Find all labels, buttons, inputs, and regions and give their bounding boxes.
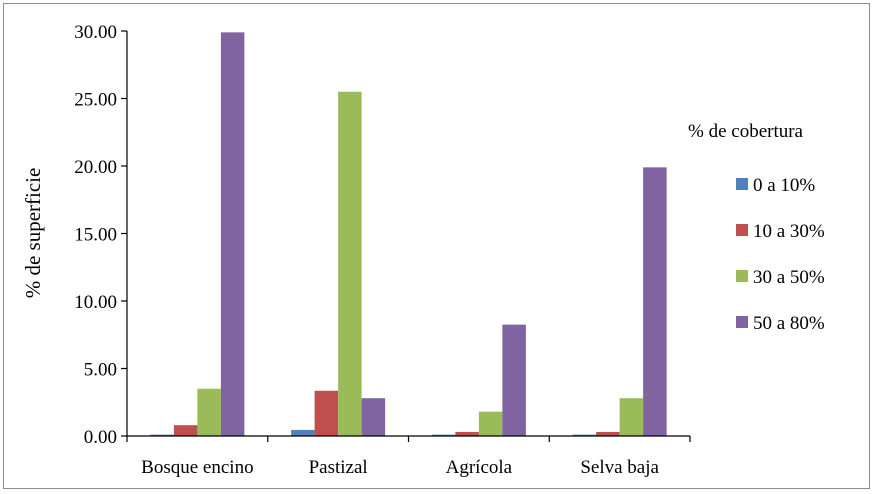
bars-group (150, 32, 667, 436)
bar (338, 91, 362, 436)
bar (502, 324, 526, 436)
legend-label: 30 a 50% (753, 267, 825, 288)
legend-title: % de cobertura (688, 121, 804, 142)
y-tick-label: 30.00 (74, 22, 117, 43)
legend-swatch (736, 270, 748, 282)
bar (291, 429, 315, 436)
legend-label: 0 a 10% (753, 175, 815, 196)
bar (596, 431, 620, 436)
bar (572, 434, 597, 436)
legend-swatch (736, 178, 748, 190)
y-tick-label: 15.00 (74, 225, 117, 246)
legend-label: 50 a 80% (753, 313, 825, 334)
bar (619, 398, 644, 436)
bar (197, 388, 221, 436)
legend: 0 a 10% 10 a 30% 30 a 50% 50 a 80% (736, 175, 825, 334)
legend-label: 10 a 30% (753, 221, 825, 242)
bar (173, 425, 198, 436)
legend-swatch (736, 224, 748, 236)
y-tick-label: 5.00 (84, 360, 117, 381)
y-axis-label: % de superficie (21, 168, 45, 299)
chart-frame (3, 3, 870, 489)
x-ticks-group: Bosque encino Pastizal Agrícola Selva baja (126, 436, 691, 478)
bar (478, 411, 503, 436)
x-category-label: Pastizal (309, 457, 368, 478)
bar (431, 434, 456, 436)
y-ticks-group: 0.00 5.00 10.00 15.00 20.00 25.00 30.00 (74, 22, 127, 448)
bar (361, 398, 386, 436)
bar (314, 390, 339, 436)
x-category-label: Bosque encino (141, 457, 253, 478)
y-tick-label: 20.00 (74, 157, 117, 178)
bar (455, 431, 479, 436)
x-category-label: Agrícola (446, 457, 513, 478)
bar (643, 167, 667, 436)
legend-swatch (736, 316, 748, 328)
y-tick-label: 0.00 (84, 427, 117, 448)
y-tick-label: 25.00 (74, 90, 117, 111)
bar (220, 32, 245, 436)
y-tick-label: 10.00 (74, 292, 117, 313)
bar (150, 434, 174, 436)
x-category-label: Selva baja (580, 457, 659, 478)
